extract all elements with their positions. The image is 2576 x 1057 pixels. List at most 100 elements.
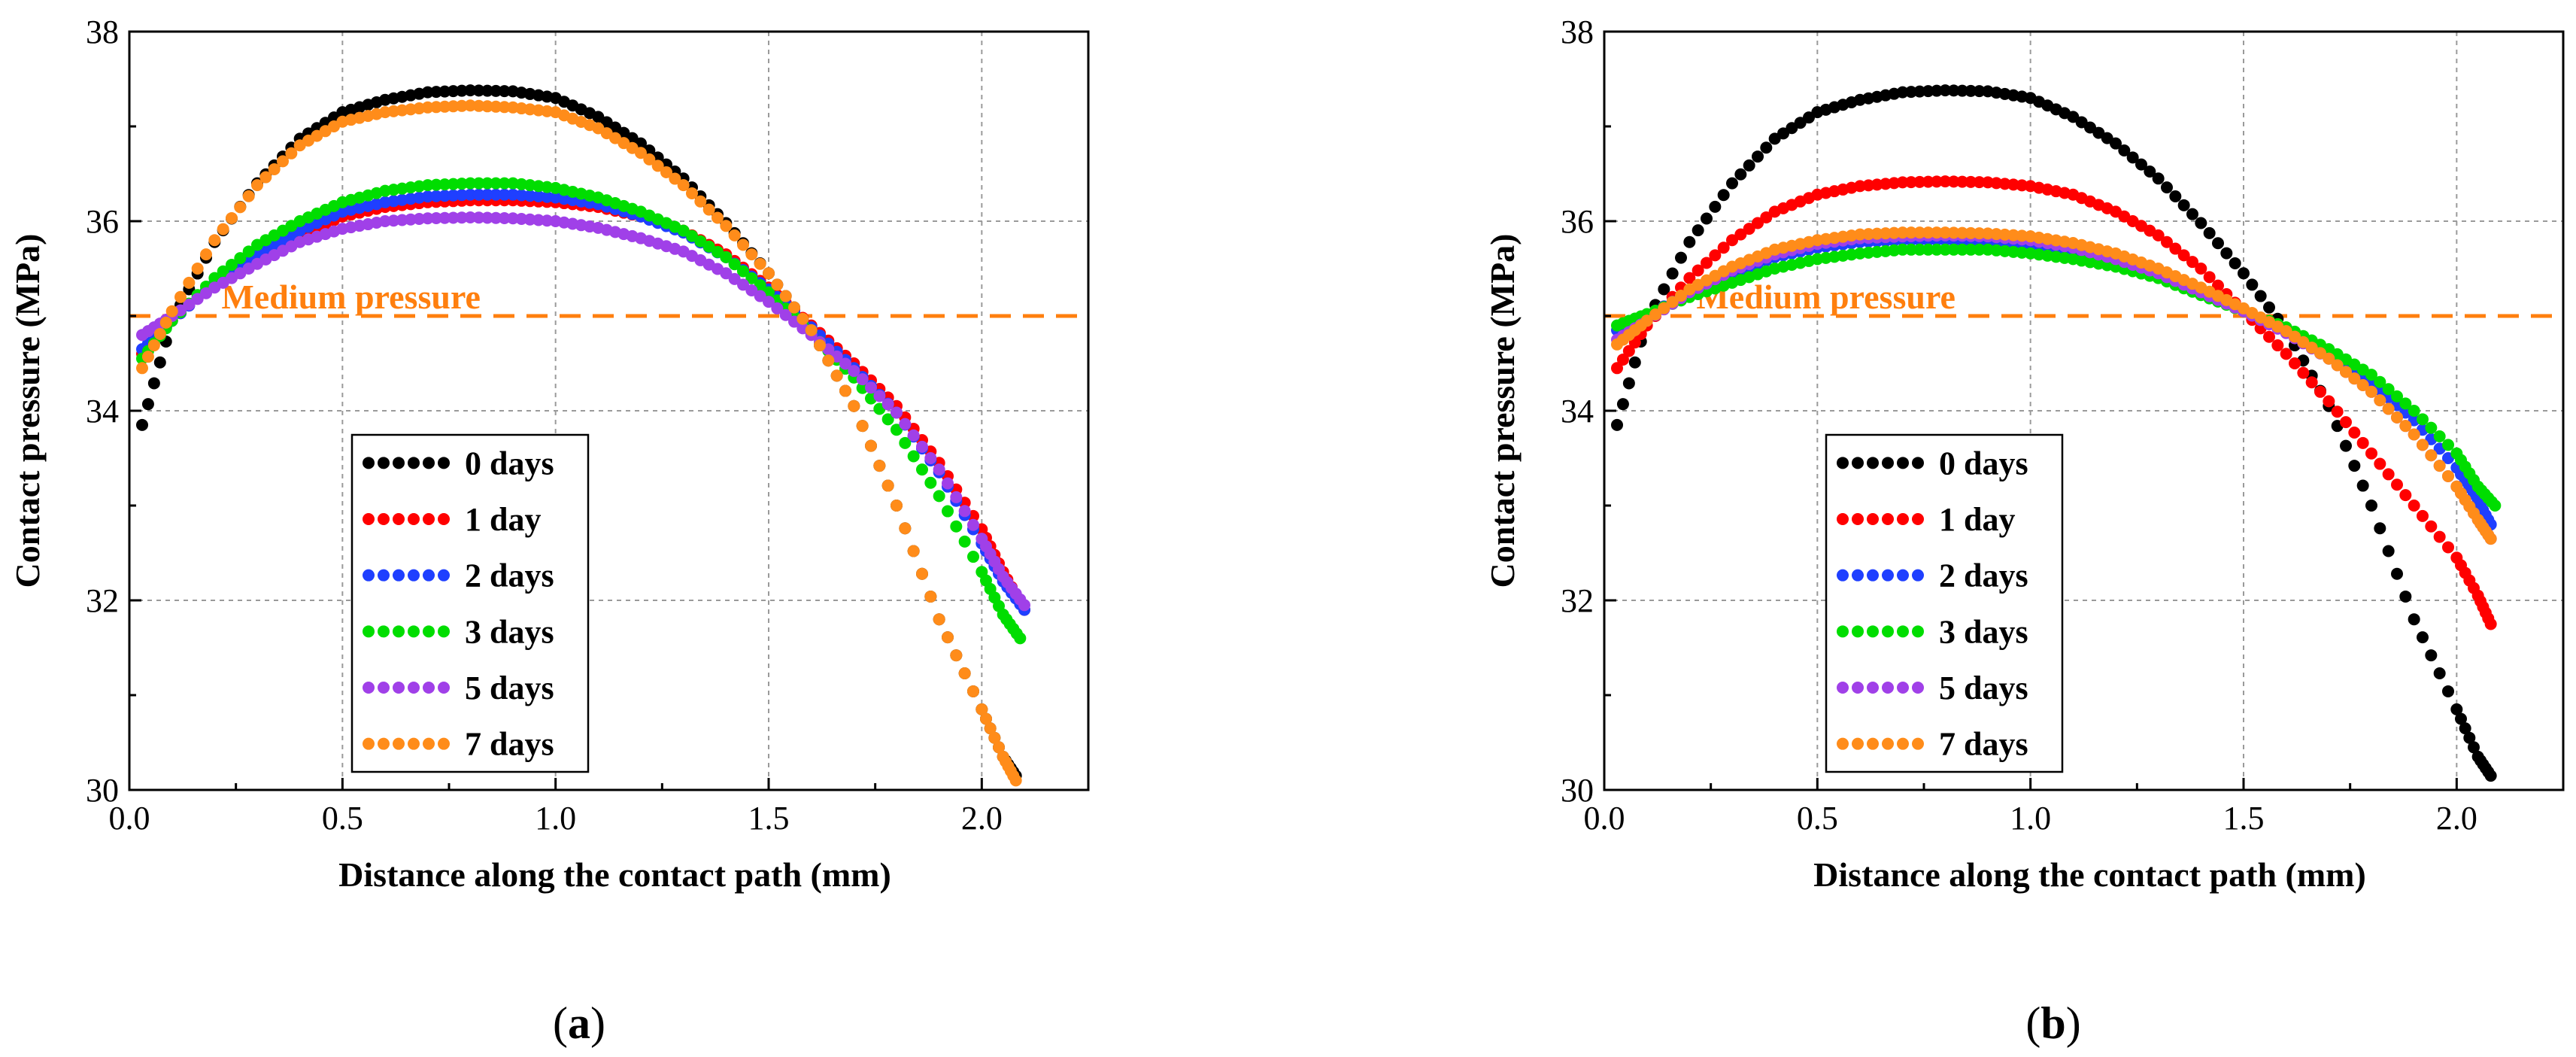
x-axis-title: Distance along the contact path (mm) [1813,855,2366,894]
data-point [1675,290,1687,302]
legend-symbol-0-days [1837,457,1924,469]
data-point [2340,439,2352,452]
legend-label: 3 days [1939,613,2028,650]
data-point [728,258,741,271]
data-point [2177,199,2190,211]
data-point [430,101,442,114]
data-point [490,211,502,224]
legend-dot [423,737,435,750]
data-point [2433,430,2446,443]
data-point [147,339,160,352]
data-point [737,238,749,251]
data-point [958,667,971,680]
data-point [1880,227,1892,240]
data-point [1956,243,1968,256]
legend-label: 0 days [465,445,554,481]
legend-dot [423,625,435,638]
data-point [1862,228,1875,241]
data-point [2323,352,2335,365]
data-point [2391,411,2403,424]
data-point [686,187,698,199]
data-point [2374,375,2386,388]
data-point [993,741,1005,754]
data-point [2408,500,2420,512]
legend-dot [1837,682,1849,694]
legend-label: 5 days [1939,670,2028,706]
data-point [507,188,519,201]
data-point [1683,272,1696,284]
data-point [881,398,894,411]
data-point [907,545,920,557]
data-point [438,211,451,224]
data-point [720,267,733,280]
data-point [464,211,477,223]
data-point [421,212,434,225]
data-point [481,188,493,201]
y-tick-label: 38 [86,14,119,50]
medium-pressure-label: Medium pressure [221,278,481,316]
data-point [490,188,502,201]
caption-close-paren: ) [590,998,605,1048]
data-point [147,377,160,390]
data-point [191,293,204,305]
data-point [472,99,485,112]
data-point [2271,339,2284,352]
data-point [907,429,920,442]
data-point [1956,84,1968,97]
data-point [2186,256,2198,269]
legend-dot [1882,457,1894,469]
x-tick-label: 1.5 [748,800,790,837]
data-point [2280,348,2292,360]
data-point [839,357,851,370]
data-point [1666,296,1679,308]
data-point [916,567,928,580]
legend-dot [408,569,420,582]
data-point [1709,249,1722,262]
legend-dot [423,569,435,582]
data-point [2186,208,2198,220]
legend-box [1825,433,2064,773]
legend: 0 days 1 day 2 days 3 days 5 days 7 days [1825,433,2064,773]
data-point [2110,137,2122,150]
data-point [2382,468,2395,481]
data-point [1931,243,1943,256]
data-point [1701,212,1713,225]
data-point [763,267,775,280]
data-point [677,179,690,192]
legend-dot [1882,625,1894,638]
data-point [728,272,741,285]
data-point [1896,226,1909,239]
x-tick-label: 0.0 [109,800,150,837]
data-point [899,522,912,535]
legend-dot [408,682,420,694]
data-point [447,189,460,202]
data-point [942,505,954,518]
data-point [988,731,1001,744]
series-7-days [136,99,1022,787]
data-point [2365,385,2377,398]
data-point [532,190,545,202]
data-point [1701,257,1713,269]
y-tick-label: 30 [1561,772,1594,809]
data-point [2417,413,2429,426]
data-point [1922,243,1934,256]
data-point [2391,478,2403,491]
legend-dot [393,513,405,525]
data-point [907,450,920,463]
data-point [430,86,442,99]
data-point [1709,200,1722,213]
data-point [1956,226,1968,239]
legend-dot [363,457,375,469]
data-point [2417,631,2429,644]
data-point [183,298,196,311]
data-point [1717,189,1730,202]
data-point [490,84,502,97]
legend-dot [378,737,390,750]
legend-dot [1882,569,1894,582]
legend-dot [1897,569,1909,582]
data-point [438,100,451,113]
data-point [933,463,945,476]
data-point [881,479,894,492]
data-point [1956,175,1968,188]
data-point [2161,235,2173,248]
